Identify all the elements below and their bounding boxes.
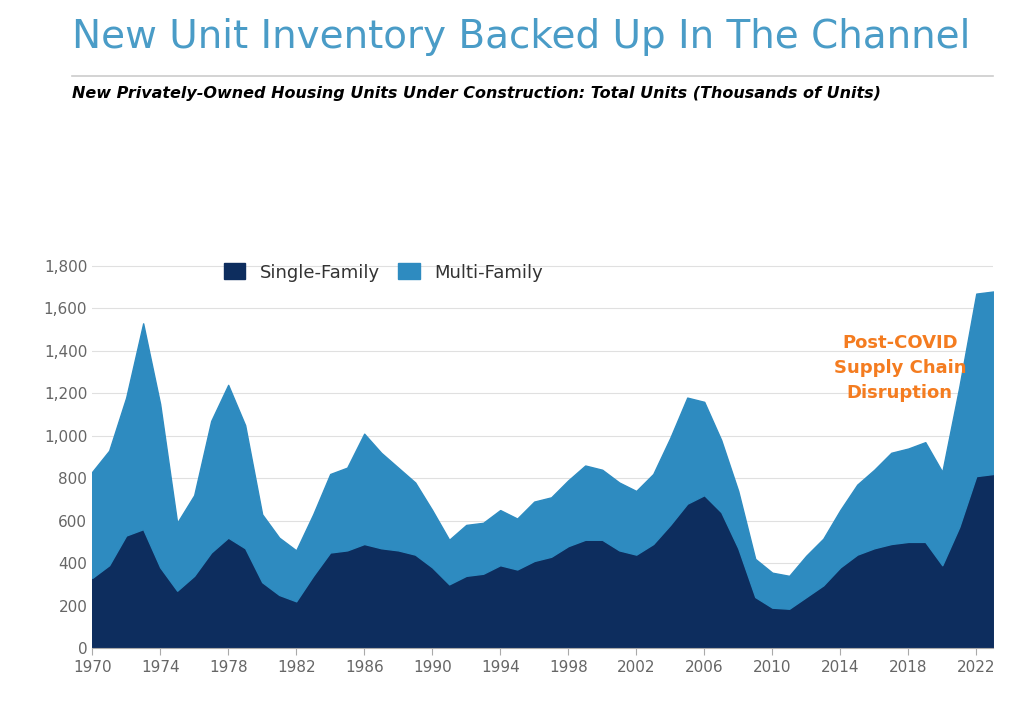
- Legend: Single-Family, Multi-Family: Single-Family, Multi-Family: [218, 258, 548, 287]
- Text: Post-COVID
Supply Chain
Disruption: Post-COVID Supply Chain Disruption: [834, 334, 966, 402]
- Text: New Unit Inventory Backed Up In The Channel: New Unit Inventory Backed Up In The Chan…: [72, 18, 970, 56]
- Text: New Privately-Owned Housing Units Under Construction: Total Units (Thousands of : New Privately-Owned Housing Units Under …: [72, 86, 881, 102]
